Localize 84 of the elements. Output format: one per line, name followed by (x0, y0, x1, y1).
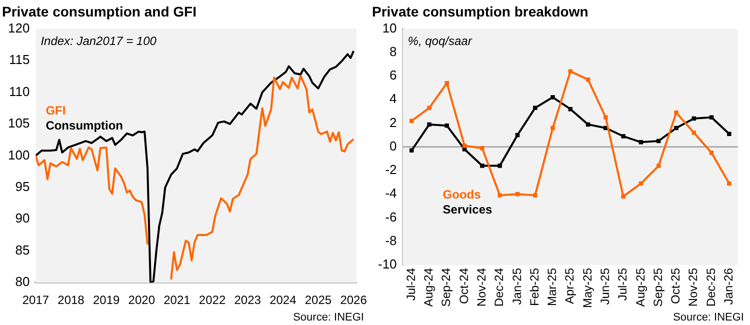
y-tick-label: 10 (382, 20, 397, 36)
point (480, 164, 484, 168)
point (568, 69, 573, 74)
y-tick-label: 120 (8, 20, 30, 36)
x-tick-label: May-25 (580, 268, 594, 308)
x-tick-label: Dec-25 (704, 268, 718, 307)
y-tick-label: -8 (385, 232, 397, 248)
source-note: Source: INEGI (673, 312, 744, 324)
y-tick-label: 110 (8, 84, 30, 99)
x-tick-label: 2022 (198, 293, 226, 308)
point (692, 130, 696, 135)
y-tick-label: 2 (390, 114, 397, 130)
x-tick-label: Jul-24 (404, 268, 418, 301)
x-tick-label: Jul-25 (616, 268, 630, 301)
point (550, 126, 555, 130)
text: Services (442, 202, 492, 217)
y-tick-label: 90 (15, 210, 30, 226)
x-tick-label: Feb-25 (527, 268, 542, 306)
y-tick-label: 85 (15, 242, 30, 258)
point (444, 124, 450, 128)
point (515, 192, 520, 196)
x-tick-label: Jun-25 (598, 268, 612, 305)
text: GFI (46, 103, 66, 118)
x-tick-label: 2018 (58, 293, 85, 308)
x-tick-label: Sep-25 (650, 268, 665, 307)
point (604, 115, 608, 120)
point (532, 193, 538, 198)
point (709, 115, 714, 120)
x-tick-label: Oct-25 (668, 268, 683, 304)
x-tick-label: Nov-24 (474, 268, 488, 307)
x-tick-label: 2021 (164, 293, 191, 308)
y-tick-label: 4 (390, 91, 397, 106)
series-label: Consumption (46, 118, 124, 132)
point (727, 132, 732, 136)
x-tick-label: Jan-25 (510, 268, 524, 305)
point (621, 134, 626, 138)
x-tick-label: 2026 (340, 293, 368, 308)
point (656, 164, 661, 168)
x-tick-label: 2020 (128, 293, 156, 308)
point (480, 146, 484, 150)
y-tick-label: -4 (385, 186, 397, 201)
chart-title: Private consumption breakdown (372, 3, 588, 20)
point (427, 106, 432, 110)
x-tick-label: Oct-24 (456, 268, 471, 304)
x-tick-label: 2019 (92, 293, 120, 308)
x-tick-label: Aug-24 (422, 268, 436, 307)
x-tick-label: Sep-24 (439, 268, 454, 307)
y-tick-label: -10 (378, 256, 397, 272)
point (427, 122, 432, 127)
series-label: Goods (442, 188, 482, 202)
point (550, 95, 555, 100)
y-tick-label: 0 (390, 138, 397, 154)
point (727, 181, 732, 186)
annotation: %, qoq/saar (408, 34, 473, 48)
point (498, 193, 502, 198)
point (621, 194, 626, 199)
point (462, 144, 467, 148)
y-tick-label: 105 (8, 116, 30, 131)
point (674, 126, 678, 130)
y-tick-label: 8 (390, 44, 397, 59)
annotation: Index: Jan2017 = 100 (40, 34, 157, 48)
x-tick-label: 2024 (270, 293, 297, 308)
point (498, 164, 502, 168)
x-tick-label: Nov-25 (686, 268, 700, 307)
x-tick-label: 2025 (304, 293, 332, 308)
y-tick-label: 80 (15, 274, 30, 290)
chart-title: Private consumption and GFI (2, 3, 196, 20)
point (638, 140, 644, 144)
y-tick-label: 95 (15, 179, 30, 194)
point (674, 110, 678, 115)
point (709, 150, 714, 155)
x-tick-label: Aug-25 (633, 268, 648, 307)
x-tick-label: Jan-26 (721, 268, 736, 305)
y-tick-label: 115 (8, 52, 30, 68)
y-tick-label: 6 (390, 68, 397, 83)
y-tick-label: -2 (385, 162, 397, 178)
x-tick-label: 2023 (234, 293, 262, 308)
x-tick-label: Mar-25 (545, 268, 560, 306)
x-tick-label: Dec-24 (492, 268, 506, 307)
y-tick-label: -6 (385, 209, 397, 224)
x-tick-label: Apr-25 (562, 268, 577, 304)
x-tick-label: 2017 (22, 293, 50, 308)
source-note: Source: INEGI (293, 312, 364, 324)
y-tick-label: 100 (8, 147, 30, 162)
